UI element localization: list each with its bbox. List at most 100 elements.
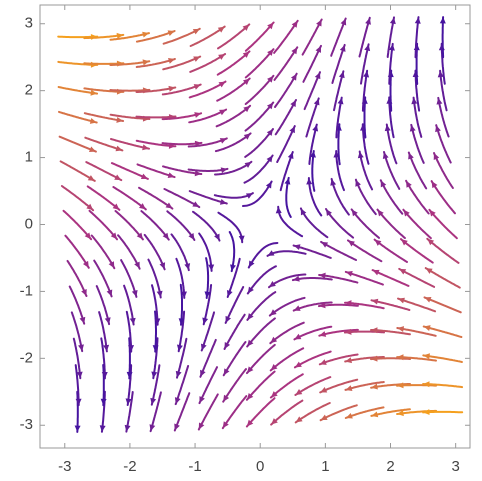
arrowhead — [124, 424, 131, 432]
arrowhead — [131, 290, 138, 297]
streamline — [405, 179, 430, 215]
streamline — [318, 274, 359, 284]
streamline — [98, 311, 108, 353]
plot-frame — [39, 4, 471, 449]
arrowhead — [222, 421, 229, 429]
arrowhead — [78, 344, 84, 352]
arrowhead — [400, 239, 408, 246]
streamline — [70, 311, 84, 353]
streamline — [109, 88, 151, 92]
streamline — [412, 96, 423, 138]
streamline — [244, 74, 275, 105]
streamline — [244, 101, 275, 132]
arrowhead — [219, 198, 227, 205]
arrowhead — [116, 116, 124, 123]
streamline — [60, 185, 95, 212]
y-tick-label: 0 — [25, 215, 33, 232]
arrowhead — [129, 317, 136, 325]
streamline — [370, 383, 411, 389]
streamline — [371, 269, 410, 287]
arrowhead — [320, 387, 328, 393]
arrowhead — [156, 290, 163, 298]
streamline — [439, 69, 448, 112]
streamline — [102, 364, 105, 407]
arrowhead — [200, 369, 206, 377]
streamline — [176, 337, 188, 379]
arrowhead — [167, 30, 175, 37]
arrowhead — [397, 297, 405, 304]
arrowhead — [313, 98, 320, 106]
arrowhead — [103, 344, 110, 352]
arrowhead — [110, 232, 118, 240]
streamline — [379, 179, 404, 215]
arrowhead — [198, 422, 205, 430]
streamline — [370, 408, 411, 417]
streamline — [318, 353, 359, 366]
streamline — [276, 125, 296, 163]
arrowhead — [319, 272, 326, 279]
streamline — [202, 284, 213, 326]
streamline — [62, 209, 93, 241]
streamline — [189, 25, 226, 47]
x-tick-label: -1 — [188, 458, 201, 475]
arrowhead — [384, 124, 391, 132]
streamline — [325, 208, 355, 239]
streamline — [188, 108, 228, 124]
arrowhead — [154, 318, 161, 325]
streamline — [307, 177, 323, 217]
arrowhead — [312, 124, 319, 132]
streamline — [319, 378, 359, 394]
stream-layer — [57, 16, 464, 433]
arrowhead — [306, 178, 313, 185]
arrowhead — [314, 72, 321, 80]
arrowhead — [178, 318, 185, 325]
arrowhead — [194, 170, 202, 177]
arrowhead — [429, 209, 436, 217]
arrowhead — [355, 179, 361, 187]
streamline — [68, 285, 86, 325]
streamline — [388, 42, 394, 85]
arrowhead — [287, 152, 294, 159]
streamline — [136, 163, 176, 179]
streamline — [126, 364, 133, 406]
arrowhead — [357, 151, 364, 159]
arrowhead — [75, 398, 82, 406]
arrowhead — [427, 238, 435, 246]
arrowhead — [292, 275, 300, 282]
streamline — [228, 231, 236, 273]
arrowhead — [295, 389, 303, 396]
arrowhead — [370, 355, 378, 362]
arrowhead — [243, 133, 251, 140]
arrowhead — [437, 70, 444, 78]
streamline — [343, 330, 385, 334]
arrowhead — [289, 126, 295, 134]
streamline — [311, 150, 316, 192]
arrowhead — [86, 203, 94, 211]
arrowhead — [99, 425, 106, 432]
arrowhead — [431, 181, 438, 189]
arrowhead — [192, 201, 200, 208]
y-tick-label: 3 — [25, 15, 33, 32]
streamline — [162, 55, 202, 71]
y-tick-label: -1 — [20, 282, 33, 299]
arrowhead — [365, 17, 371, 25]
arrowhead — [81, 289, 87, 297]
streamline — [301, 18, 323, 56]
arrowhead — [89, 118, 97, 124]
x-tick-label: 2 — [386, 458, 394, 475]
streamline — [244, 21, 275, 52]
streamline — [72, 337, 82, 380]
streamline — [109, 113, 151, 120]
streamline — [222, 341, 247, 377]
arrowhead — [271, 418, 278, 425]
arrowhead — [165, 202, 173, 209]
streamline — [396, 327, 437, 337]
arrowhead — [88, 146, 96, 153]
arrowhead — [436, 97, 443, 105]
streamline — [161, 112, 203, 121]
streamline — [128, 337, 131, 380]
streamline — [389, 69, 393, 112]
arrowhead — [220, 167, 228, 174]
streamline — [358, 150, 374, 191]
